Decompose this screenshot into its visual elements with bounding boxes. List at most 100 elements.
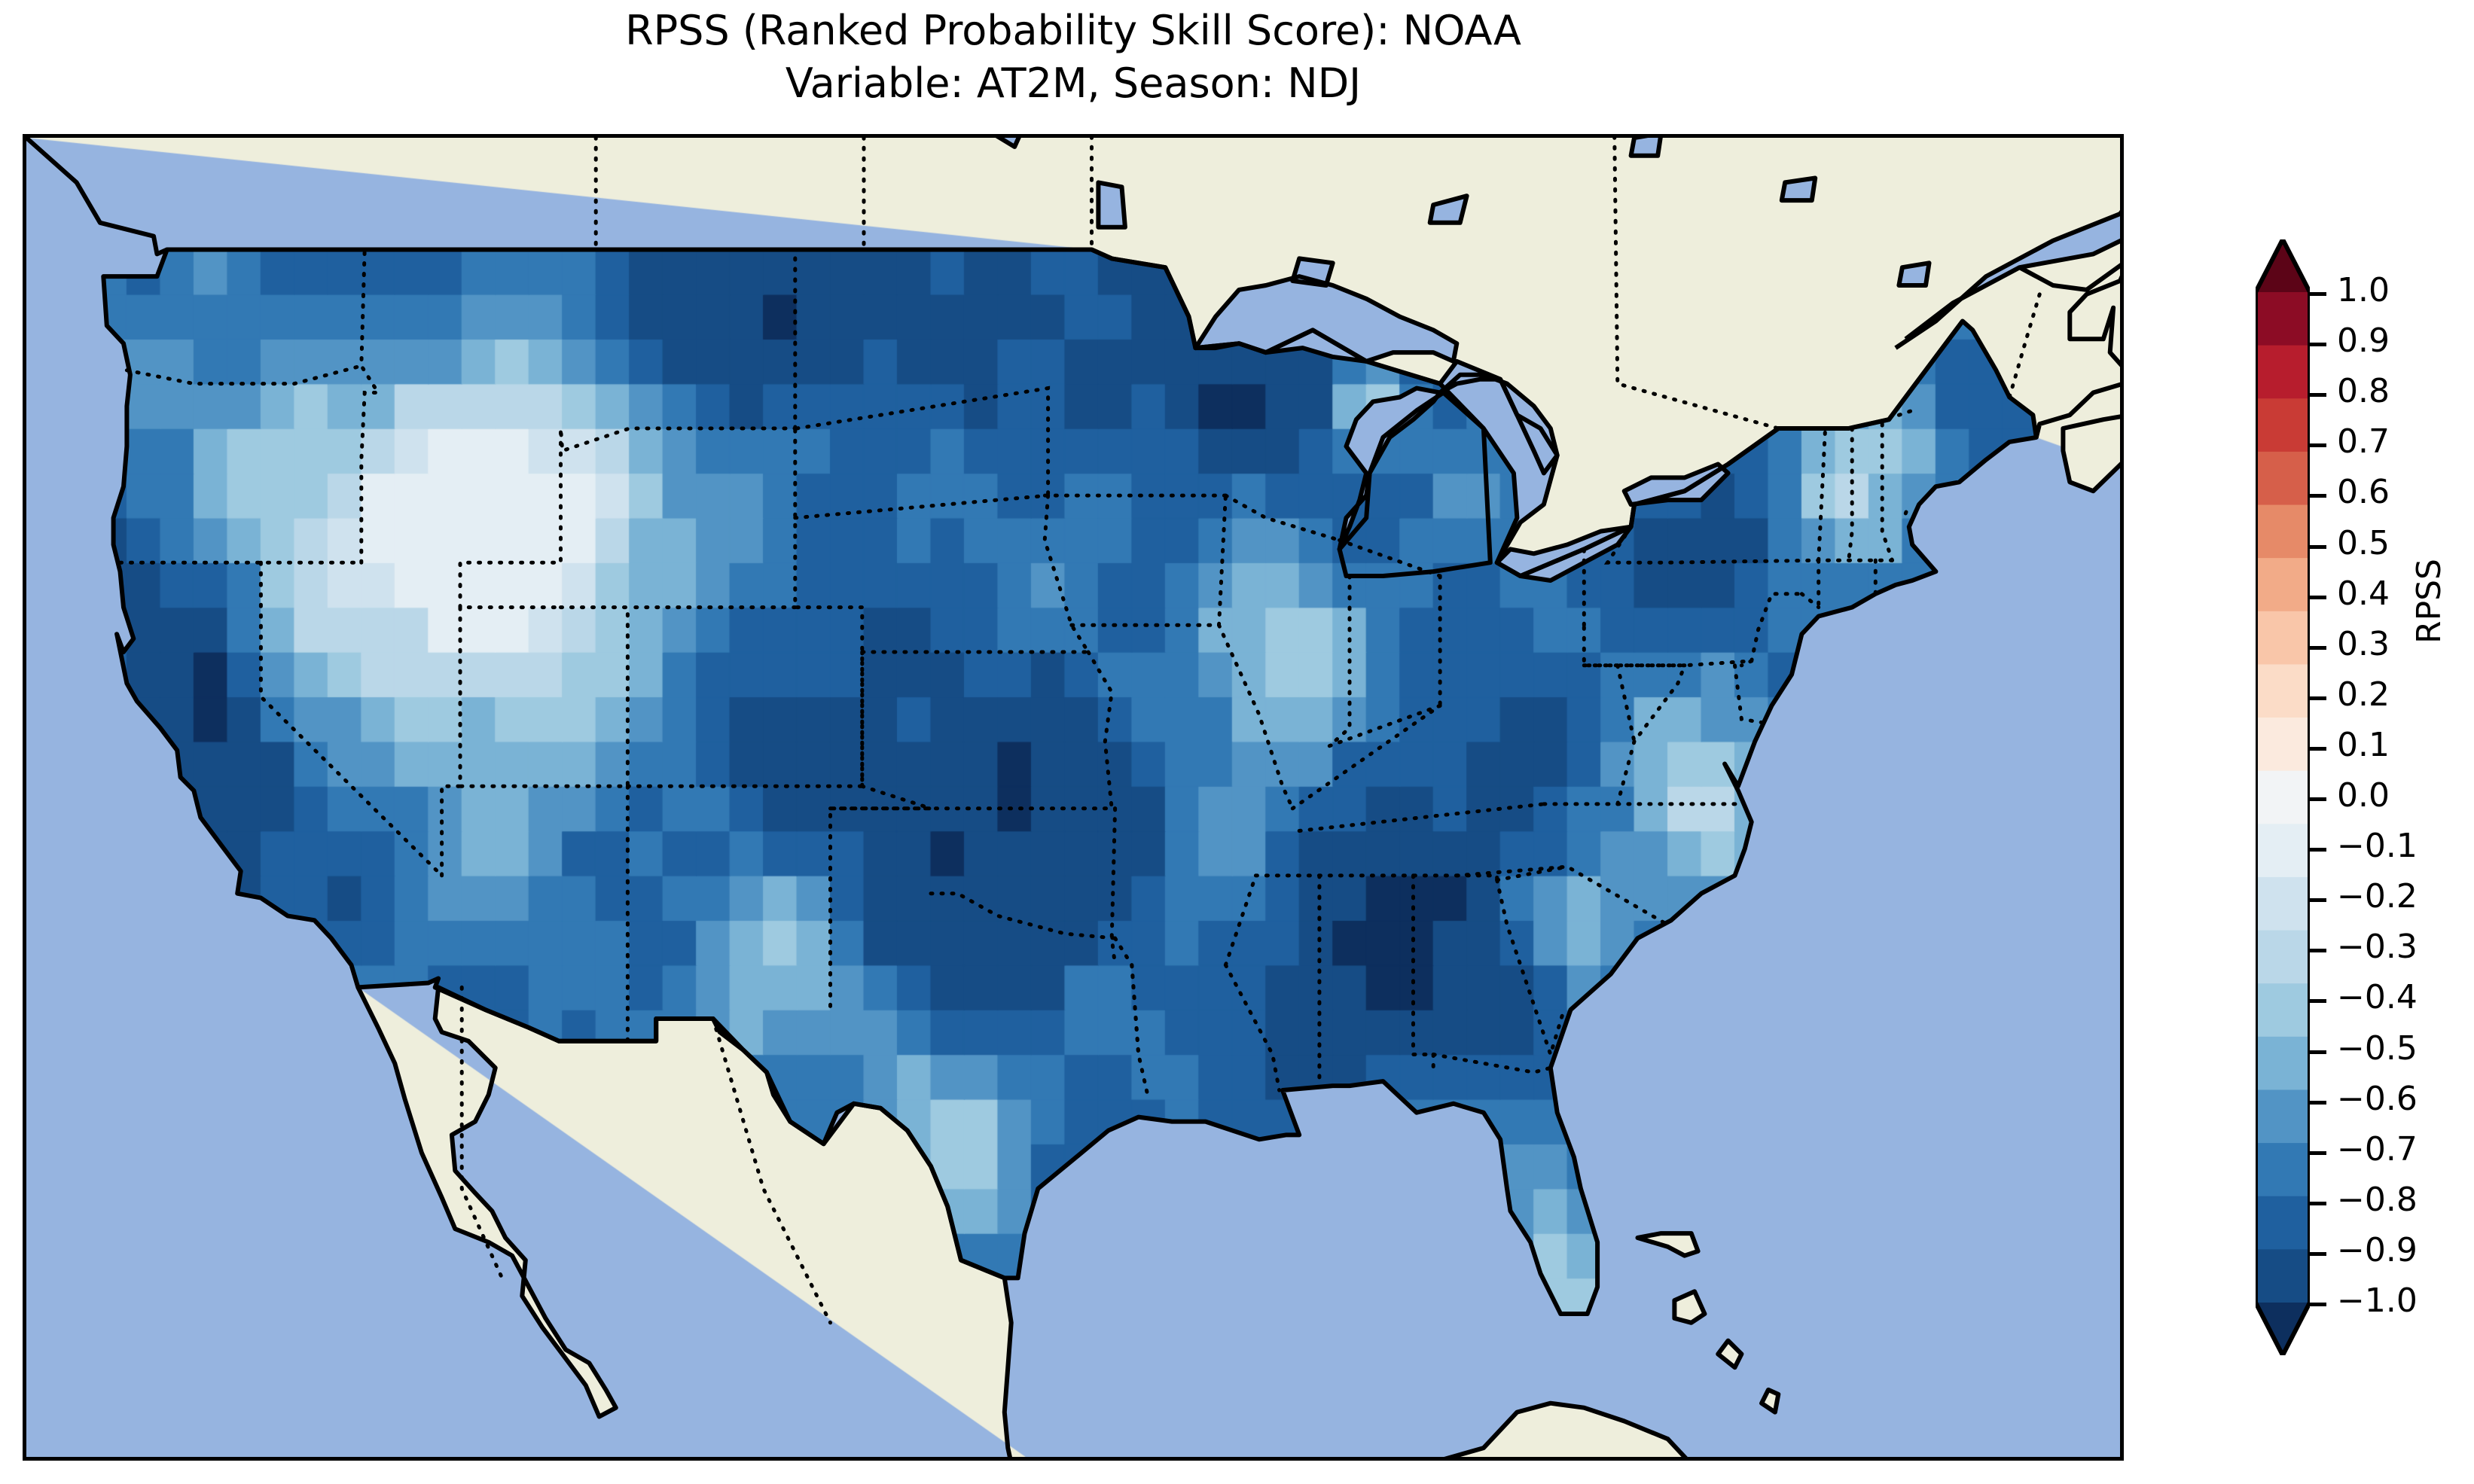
colorbar-tick-label: 0.4: [2337, 574, 2390, 613]
colorbar-tick-label: 0.2: [2337, 675, 2390, 714]
colorbar-tick-mark: [2310, 949, 2326, 953]
coastline: [1628, 138, 1663, 158]
coastline: [1716, 1338, 1744, 1370]
colorbar-tick-label: 0.9: [2337, 321, 2390, 361]
coastline: [1896, 261, 1932, 288]
state-boundary: [1431, 1053, 1553, 1074]
state-boundary: [1582, 623, 1687, 668]
colorbar-tick-label: 0.1: [2337, 725, 2390, 764]
state-boundary: [1880, 422, 1894, 562]
state-boundary: [1411, 873, 1435, 1056]
coastline: [1337, 385, 1443, 552]
colorbar-tick-mark: [2310, 746, 2326, 751]
colorbar-tick-label: −0.9: [2337, 1230, 2418, 1269]
state-boundary: [793, 493, 1051, 520]
figure-title: RPSS (Ranked Probability Skill Score): N…: [0, 5, 2146, 110]
state-boundary: [459, 985, 505, 1280]
colorbar-tick-mark: [2310, 848, 2326, 852]
colorbar-tick-label: −0.6: [2337, 1079, 2418, 1118]
state-boundary: [711, 1016, 832, 1325]
coastline: [1635, 1231, 1701, 1258]
state-boundary: [1113, 936, 1151, 1102]
state-boundary: [1223, 493, 1342, 542]
coastline: [1290, 256, 1335, 288]
coastline: [1427, 193, 1469, 225]
colorbar-tick-mark: [2310, 443, 2326, 448]
colorbar-tick-mark: [2310, 1150, 2326, 1155]
map-axes: [23, 134, 2124, 1461]
coastline: [101, 247, 2039, 1316]
colorbar-tick-mark: [2310, 1201, 2326, 1205]
colorbar-tick-label: 0.5: [2337, 523, 2390, 562]
state-boundary: [1217, 623, 1295, 811]
state-boundary: [1799, 592, 1821, 610]
coastline: [1779, 175, 1818, 203]
map-plot-area: [26, 138, 2120, 1457]
state-boundary: [1749, 592, 1804, 663]
state-boundary: [1903, 502, 1911, 516]
state-boundary: [1223, 963, 1282, 1092]
state-boundary: [124, 364, 364, 386]
title-line-1: RPSS (Ranked Probability Skill Score): N…: [625, 7, 1521, 54]
state-boundary: [1495, 878, 1566, 1061]
colorbar-tick-label: 0.3: [2337, 624, 2390, 663]
state-boundary: [1223, 873, 1258, 967]
rpss-heatmap-layer: [26, 138, 2120, 1457]
colorbar-tick-mark: [2310, 343, 2326, 347]
state-boundary: [1612, 138, 1780, 431]
state-boundary: [1431, 1053, 1439, 1074]
coastline: [1096, 180, 1127, 230]
state-boundary: [1615, 663, 1637, 744]
colorbar-tick-label: −0.8: [2337, 1180, 2418, 1219]
colorbar-tick-label: 0.0: [2337, 776, 2390, 815]
state-boundary: [2007, 292, 2042, 399]
coastline: [1759, 1387, 1781, 1415]
coastline: [1091, 247, 1965, 578]
coastline: [1444, 1400, 1688, 1457]
state-boundary: [1733, 663, 1771, 726]
coastline: [1894, 209, 2120, 350]
colorbar-tick-label: −0.3: [2337, 928, 2418, 967]
colorbar-tick-label: −0.7: [2337, 1129, 2418, 1169]
colorbar-tick-mark: [2310, 544, 2326, 549]
coastline: [995, 138, 1021, 149]
state-boundary: [793, 426, 865, 788]
colorbar-tick-label: 0.8: [2337, 372, 2390, 411]
state-boundary: [458, 426, 799, 610]
state-boundary: [1615, 663, 1687, 806]
state-boundary: [1327, 703, 1442, 748]
coastline: [1672, 1289, 1707, 1325]
colorbar-tick-mark: [2310, 393, 2326, 398]
state-boundary: [1130, 963, 1141, 1056]
colorbar-tick-mark: [2310, 595, 2326, 599]
state-boundary: [258, 560, 444, 878]
title-line-2: Variable: AT2M, Season: NDJ: [785, 59, 1362, 108]
colorbar-tick-mark: [2310, 1303, 2326, 1306]
state-boundary: [1297, 802, 1546, 833]
colorbar-tick-mark: [2310, 1050, 2326, 1054]
state-boundary: [1327, 574, 1352, 748]
state-boundary: [1109, 806, 1118, 967]
colorbar-tick-label: −0.1: [2337, 827, 2418, 866]
state-boundary: [828, 784, 932, 1012]
state-boundary: [1290, 703, 1442, 811]
colorbar-tick-mark: [2310, 1251, 2326, 1256]
state-boundary: [860, 493, 1092, 654]
state-boundary: [1817, 426, 1828, 562]
colorbar-tick-mark: [2310, 696, 2326, 700]
colorbar-tick-mark: [2310, 797, 2326, 801]
colorbar-tick-label: 0.6: [2337, 473, 2390, 512]
state-boundary: [929, 891, 1118, 940]
colorbar-tick-mark: [2310, 898, 2326, 903]
colorbar-tick-label: 0.7: [2337, 422, 2390, 462]
colorbar-tick-mark: [2310, 999, 2326, 1004]
colorbar-tick-mark: [2310, 292, 2326, 296]
state-boundary: [1896, 408, 1914, 417]
state-boundary: [1086, 650, 1114, 811]
colorbar-tick-label: −0.5: [2337, 1028, 2418, 1068]
state-boundary: [440, 605, 563, 878]
state-boundary: [458, 605, 630, 788]
coastline: [2018, 263, 2120, 438]
state-boundary: [359, 248, 382, 565]
